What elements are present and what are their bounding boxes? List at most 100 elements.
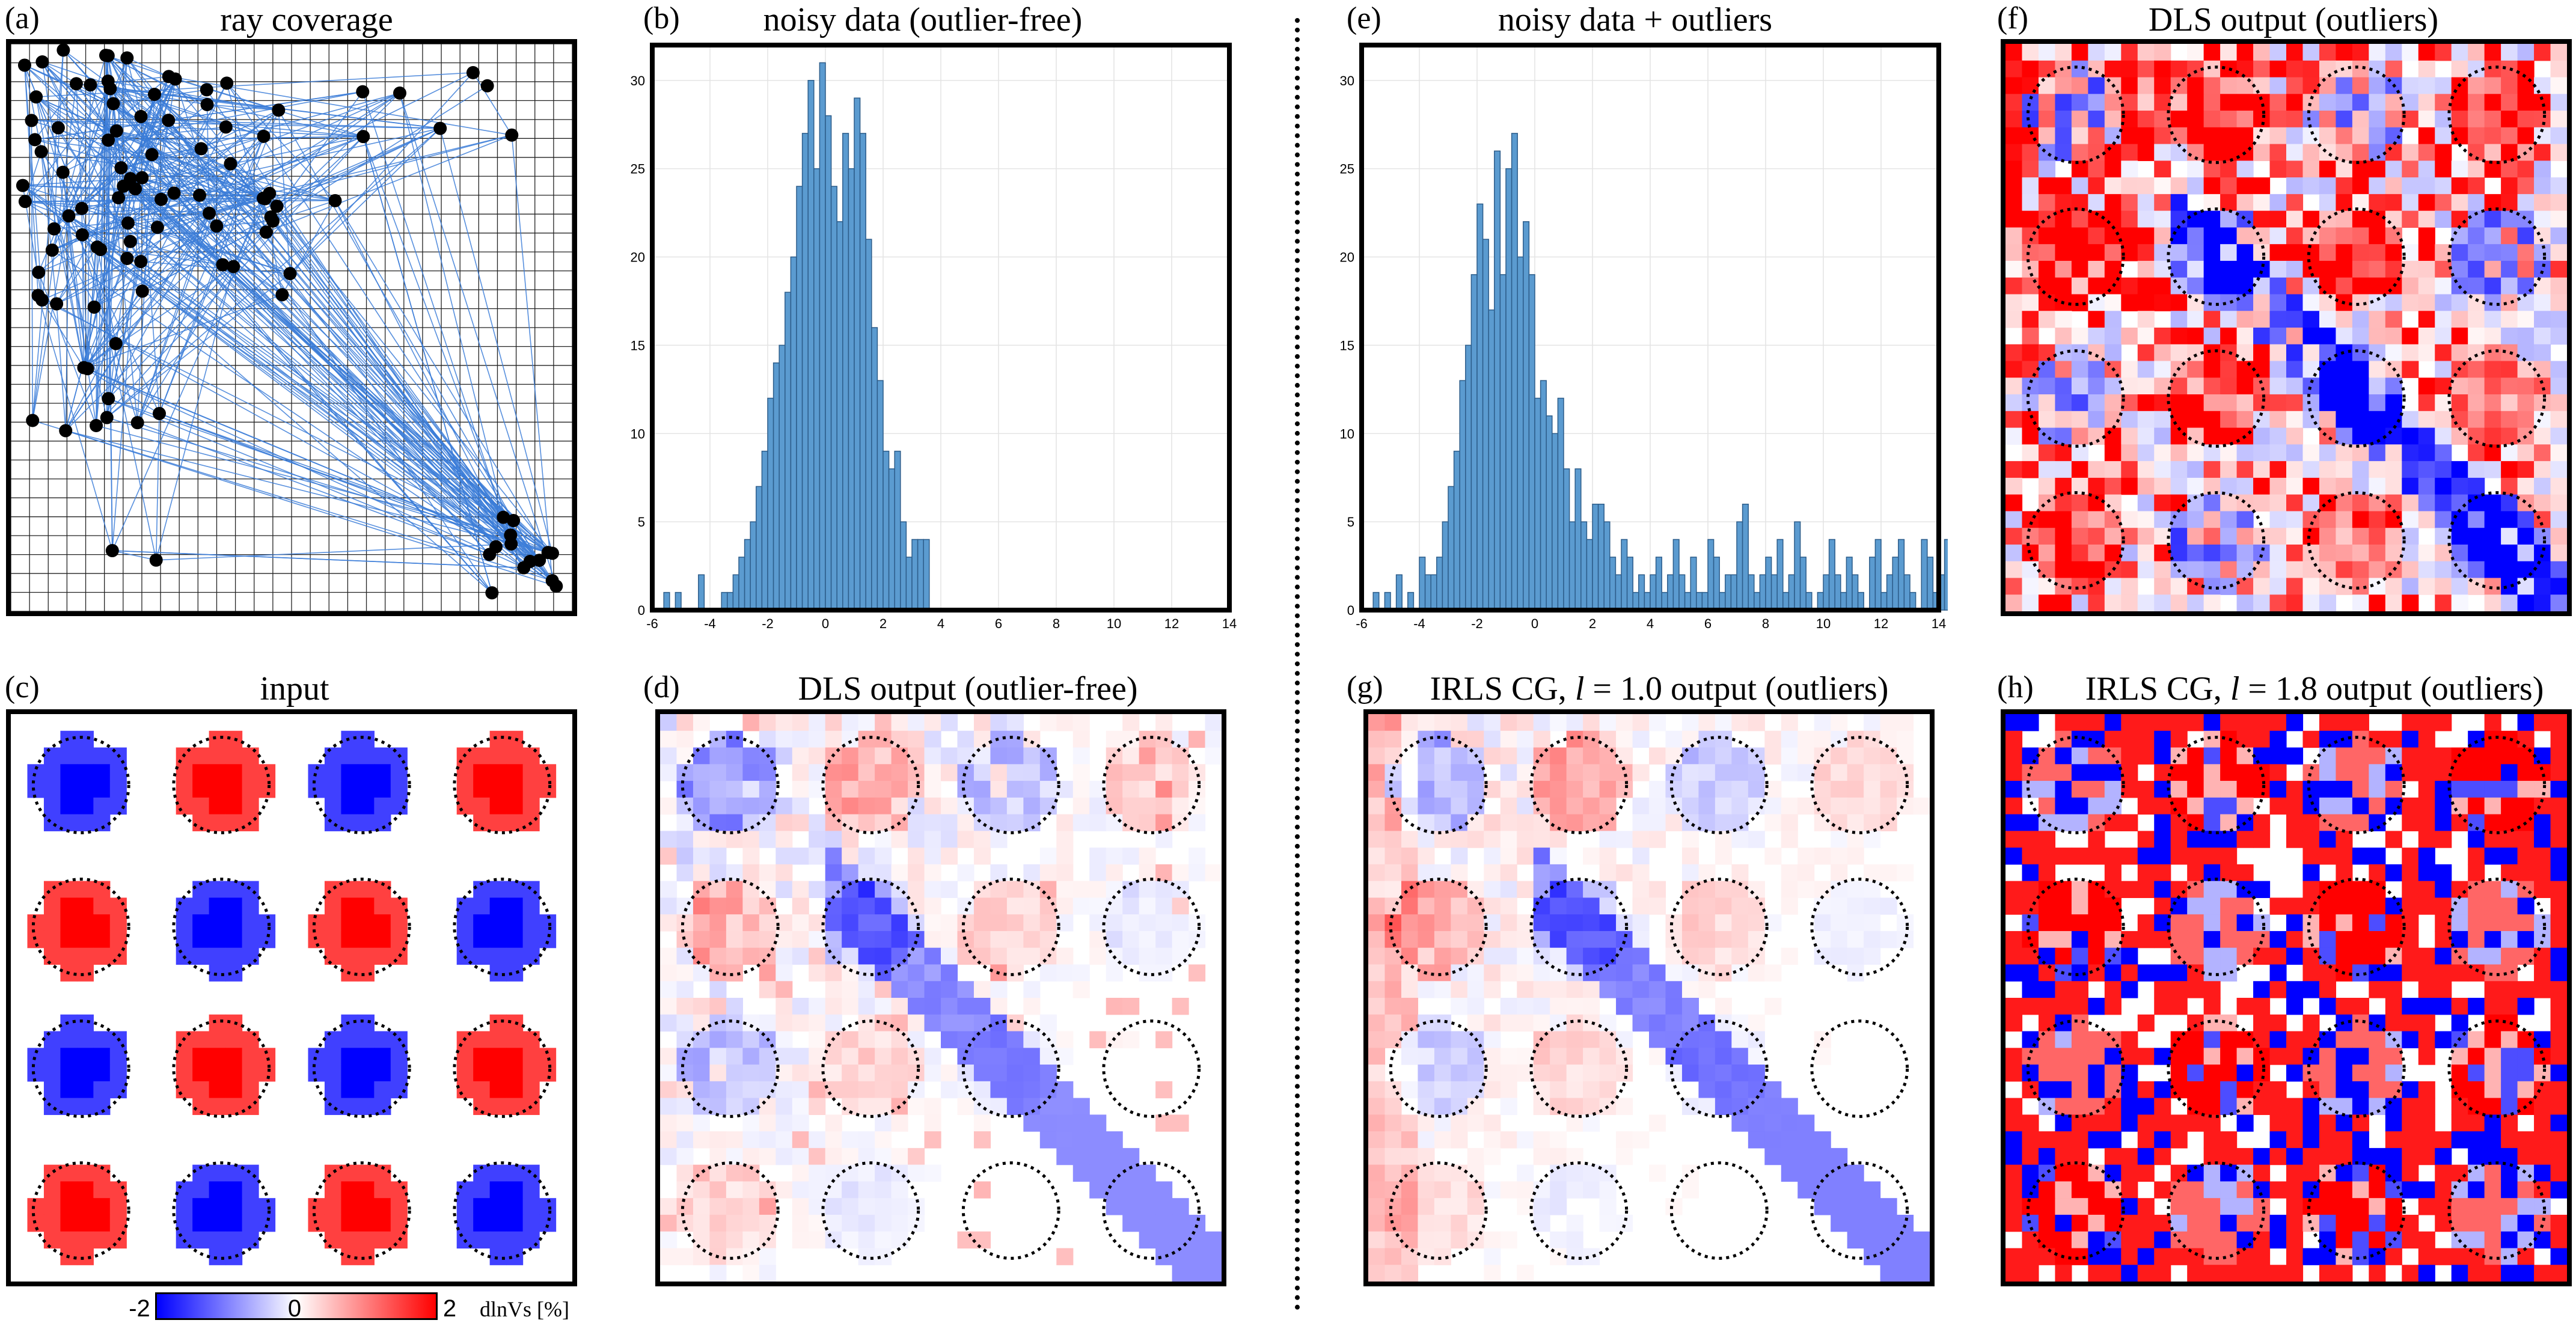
model-cell	[2005, 44, 2023, 61]
model-cell	[2501, 881, 2518, 899]
model-cell	[1583, 781, 1600, 798]
model-cell	[2550, 578, 2567, 595]
model-cell	[76, 1081, 94, 1099]
model-cell	[2203, 1214, 2221, 1232]
model-cell	[357, 1181, 375, 1199]
model-cell	[1814, 897, 1831, 915]
histogram-bar	[1470, 274, 1478, 611]
model-cell	[693, 814, 711, 831]
model-cell	[2534, 1214, 2551, 1232]
model-cell	[2253, 594, 2271, 611]
model-cell	[1517, 1164, 1534, 1182]
model-cell	[2550, 998, 2567, 1015]
ray-path	[230, 163, 540, 561]
model-cell	[2435, 328, 2452, 345]
model-cell	[2468, 781, 2485, 798]
model-cell	[2022, 881, 2039, 899]
model-cell	[2220, 260, 2238, 278]
model-cell	[2418, 111, 2435, 128]
histogram-bar	[917, 539, 924, 611]
model-cell	[709, 1265, 727, 1282]
model-cell	[825, 864, 842, 882]
model-cell	[1681, 930, 1699, 949]
model-cell	[2154, 1081, 2171, 1099]
station-dot	[272, 103, 286, 117]
model-cell	[2336, 177, 2353, 195]
model-cell	[2385, 44, 2402, 61]
anomaly-outline	[1389, 1019, 1488, 1118]
model-cell	[1122, 848, 1140, 865]
model-cell	[1205, 1231, 1222, 1249]
model-cell	[792, 914, 809, 932]
model-cell	[2484, 411, 2501, 429]
model-cell	[2451, 194, 2468, 212]
model-cell	[1368, 1014, 1386, 1032]
model-cell	[1797, 864, 1815, 882]
title-part: IRLS CG,	[1430, 670, 1575, 707]
model-cell	[1451, 1214, 1468, 1232]
model-cell	[2203, 1048, 2221, 1065]
model-cell	[2104, 1098, 2122, 1115]
model-cell	[2550, 461, 2567, 478]
model-cell	[43, 747, 61, 765]
model-cell	[2121, 714, 2138, 732]
model-cell	[2269, 1131, 2287, 1149]
model-cell	[908, 998, 925, 1015]
model-cell	[2534, 781, 2551, 798]
model-cell	[1023, 1081, 1041, 1099]
histogram-bar	[1372, 591, 1380, 611]
ray-path	[25, 151, 42, 202]
model-cell	[2484, 1081, 2501, 1099]
histogram-bar	[779, 344, 786, 611]
histogram-bar	[1430, 574, 1437, 611]
model-cell	[2121, 730, 2138, 748]
model-cell	[924, 881, 941, 899]
anomaly-outline	[1810, 878, 1909, 976]
model-cell	[1517, 1014, 1534, 1032]
model-cell	[1023, 1031, 1041, 1048]
model-cell	[809, 1014, 826, 1032]
model-cell	[2501, 947, 2518, 965]
model-cell	[2501, 144, 2518, 161]
x-tick-label: 14	[1932, 616, 1946, 631]
model-cell	[456, 781, 474, 798]
model-cell	[2220, 1048, 2238, 1065]
histogram-bar	[772, 362, 780, 611]
model-cell	[2022, 127, 2039, 145]
x-tick-label: 4	[1647, 616, 1654, 631]
model-cell	[2352, 964, 2369, 982]
ray-path	[118, 197, 266, 200]
model-cell	[1451, 1131, 1468, 1149]
stations	[16, 44, 563, 600]
station-dot	[123, 234, 137, 248]
model-cell	[1797, 1114, 1815, 1132]
model-cell	[1566, 781, 1583, 798]
model-cell	[341, 1231, 358, 1249]
model-cell	[2402, 947, 2419, 965]
model-cell	[2435, 964, 2452, 982]
model-cell	[1155, 764, 1173, 781]
station-dot	[100, 411, 114, 424]
model-cell	[759, 930, 776, 949]
model-cell	[2302, 848, 2320, 865]
station-dot	[90, 418, 103, 432]
model-cell	[2220, 227, 2238, 245]
model-cell	[1715, 1048, 1732, 1065]
model-cell	[2302, 210, 2320, 228]
ray-path	[112, 193, 270, 551]
model-cell	[1434, 1048, 1451, 1065]
model-cell	[2402, 94, 2419, 111]
model-cell	[941, 1031, 958, 1048]
model-cell	[357, 964, 375, 982]
model-cell	[1649, 781, 1666, 798]
model-cell	[1039, 1065, 1057, 1082]
model-cell	[1715, 1014, 1732, 1032]
model-cell	[2154, 881, 2171, 899]
model-cell	[341, 747, 358, 765]
model-cell	[2220, 1214, 2238, 1232]
model-cell	[1583, 1014, 1600, 1032]
model-cell	[1155, 1248, 1173, 1265]
model-cell	[2319, 930, 2337, 949]
model-cell	[2203, 227, 2221, 245]
model-cell	[726, 1048, 743, 1065]
